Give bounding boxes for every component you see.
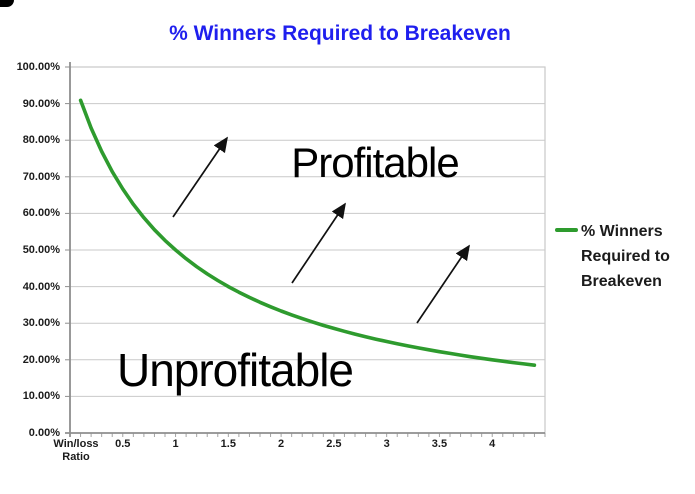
y-tick-label: 60.00% <box>22 207 60 220</box>
annotation-profitable: Profitable <box>291 139 459 186</box>
x-axis-title: Win/loss Ratio <box>53 438 99 463</box>
y-tick-label: 10.00% <box>22 390 60 403</box>
chart-title: % Winners Required to Breakeven <box>169 22 511 45</box>
y-tick-label: 100.00% <box>16 61 60 73</box>
legend: % Winners Required to Breakeven <box>555 219 670 294</box>
legend-label-line-2: Required to <box>581 248 670 265</box>
y-tick-label: 30.00% <box>22 317 60 330</box>
x-tick-label: 1.5 <box>220 438 236 450</box>
x-tick-label: 3.5 <box>431 438 448 450</box>
x-tick-label: 2.5 <box>326 438 342 450</box>
y-tick-label: 70.00% <box>22 170 60 183</box>
x-tick-label: 2 <box>278 438 285 450</box>
annotation-unprofitable: Unprofitable <box>116 344 354 396</box>
y-tick-label: 50.00% <box>22 244 60 256</box>
legend-line-marker-icon <box>555 228 578 232</box>
legend-label-line-1: % Winners <box>581 223 663 240</box>
y-tick-label: 20.00% <box>22 353 60 366</box>
y-tick-label: 40.00% <box>22 280 60 293</box>
y-tick-label: 0.00% <box>28 427 60 439</box>
legend-label-line-3: Breakeven <box>581 273 662 290</box>
x-tick-label: 1 <box>172 438 179 450</box>
screenshot-corner-artifact <box>0 0 14 7</box>
x-tick-label: 0.5 <box>115 438 131 450</box>
x-tick-label: 3 <box>383 438 390 450</box>
y-tick-label: 80.00% <box>22 134 60 147</box>
legend-label: % Winners Required to Breakeven <box>581 219 670 294</box>
y-tick-label: 90.00% <box>22 97 60 110</box>
x-tick-label: 4 <box>489 438 496 450</box>
